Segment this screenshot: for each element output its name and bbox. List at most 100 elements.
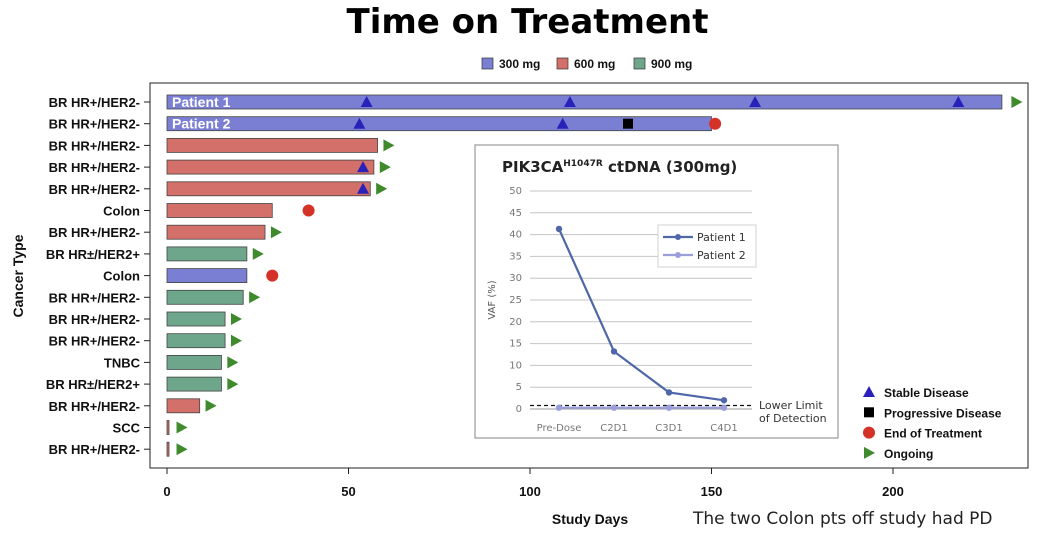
marker-ongoing xyxy=(205,399,217,412)
inset-legend-marker-0 xyxy=(675,234,681,240)
y-axis-label: Cancer Type xyxy=(10,234,26,317)
legend-swatch-0 xyxy=(481,57,494,70)
y-tick-label: BR HR+/HER2- xyxy=(49,138,140,153)
bar xyxy=(166,224,266,240)
series-point-1 xyxy=(610,404,618,411)
inset-y-tick-label: 50 xyxy=(509,186,522,197)
bar xyxy=(166,398,201,414)
series-line-0 xyxy=(557,228,725,402)
inset-y-tick-label: 5 xyxy=(516,382,522,393)
y-tick-label: BR HR±/HER2+ xyxy=(46,247,141,262)
inset-y-tick-label: 0 xyxy=(516,404,522,415)
marker-end xyxy=(266,269,279,282)
marker-ongoing xyxy=(1011,96,1023,108)
bar xyxy=(166,420,170,435)
series-point-1 xyxy=(555,404,563,411)
marker-end xyxy=(302,204,315,217)
chart-title: Time on Treatment xyxy=(346,2,709,42)
y-tick-label: BR HR+/HER2- xyxy=(49,95,140,110)
y-tick-label: BR HR+/HER2- xyxy=(49,182,140,197)
inset-y-tick-label: 10 xyxy=(509,360,522,371)
inset-x-tick-label: C3D1 xyxy=(655,423,682,434)
inset-x-tick-label: Pre-Dose xyxy=(537,423,582,434)
inset-y-tick-label: 35 xyxy=(509,251,522,262)
series-point-1 xyxy=(720,404,728,411)
marker-stable xyxy=(360,96,373,107)
marker-legend-label: Progressive Disease xyxy=(884,406,1002,420)
legend-swatch-1 xyxy=(556,57,569,70)
inset-frame xyxy=(474,144,839,439)
marker-stable xyxy=(357,182,370,194)
marker-legend-label: Stable Disease xyxy=(884,386,969,400)
bar xyxy=(166,333,226,349)
bar xyxy=(166,441,170,457)
bar xyxy=(166,268,248,284)
marker-ongoing xyxy=(376,182,388,195)
y-tick-label: BR HR+/HER2- xyxy=(49,117,140,132)
series-point-0 xyxy=(720,397,728,404)
inset-y-tick-label: 15 xyxy=(509,339,522,350)
marker-stable xyxy=(952,96,965,107)
inset-y-tick-label: 20 xyxy=(509,317,522,328)
y-tick-label: BR HR±/HER2+ xyxy=(46,377,141,392)
marker-ongoing xyxy=(383,139,395,152)
y-tick-label: SCC xyxy=(113,421,141,436)
series-point-0 xyxy=(555,225,563,233)
x-axis-label: Study Days xyxy=(552,511,628,527)
marker-ongoing xyxy=(176,443,188,456)
x-tick-label: 0 xyxy=(163,484,170,499)
bar xyxy=(166,354,222,370)
marker-stable xyxy=(556,117,569,129)
lower-limit-label-2: of Detection xyxy=(759,412,827,425)
inset-y-tick-label: 45 xyxy=(509,208,522,219)
x-tick-label: 200 xyxy=(882,484,904,499)
y-tick-label: Colon xyxy=(103,269,140,284)
marker-legend-progressive xyxy=(864,407,874,418)
inset-y-tick-label: 25 xyxy=(509,295,522,306)
legend-label-2: 900 mg xyxy=(651,57,692,71)
bar xyxy=(166,311,226,327)
marker-progressive xyxy=(623,118,634,129)
bar-label: Patient 2 xyxy=(172,116,231,132)
marker-ongoing xyxy=(252,247,264,260)
bar xyxy=(166,181,371,197)
marker-legend-ongoing xyxy=(864,446,875,459)
bar xyxy=(166,246,248,262)
marker-stable xyxy=(353,117,366,129)
marker-ongoing xyxy=(176,421,188,434)
marker-legend-end xyxy=(863,426,875,439)
y-tick-label: BR HR+/HER2- xyxy=(49,442,140,457)
marker-legend-label: End of Treatment xyxy=(884,427,982,441)
marker-stable xyxy=(563,96,576,107)
inset-y-tick-label: 40 xyxy=(509,230,522,241)
marker-ongoing xyxy=(379,161,391,174)
inset-legend-label-1: Patient 2 xyxy=(697,249,746,262)
inset-legend-label-0: Patient 1 xyxy=(697,231,746,244)
lower-limit-label-1: Lower Limit xyxy=(759,399,823,412)
inset-x-tick-label: C2D1 xyxy=(600,423,627,434)
bar xyxy=(166,94,1003,110)
bar-label: Patient 1 xyxy=(172,94,231,110)
y-tick-label: BR HR+/HER2- xyxy=(49,225,140,240)
marker-ongoing xyxy=(270,226,282,239)
bar xyxy=(166,159,375,175)
marker-legend-label: Ongoing xyxy=(884,447,933,461)
legend-swatch-2 xyxy=(633,57,646,70)
bar xyxy=(166,203,273,218)
series-point-1 xyxy=(665,404,673,411)
x-tick-label: 100 xyxy=(519,484,541,499)
legend-label-1: 600 mg xyxy=(574,57,615,71)
bar xyxy=(166,137,378,153)
marker-ongoing xyxy=(227,356,239,369)
x-tick-label: 50 xyxy=(341,484,355,499)
y-tick-label: Colon xyxy=(103,204,140,219)
marker-ongoing xyxy=(227,378,239,391)
y-tick-label: BR HR+/HER2- xyxy=(49,160,140,175)
x-tick-label: 150 xyxy=(701,484,723,499)
series-point-0 xyxy=(610,348,618,355)
y-tick-label: BR HR+/HER2- xyxy=(49,290,140,305)
y-tick-label: TNBC xyxy=(104,355,141,370)
inset-title: PIK3CAH1047R ctDNA (300mg) xyxy=(502,158,737,176)
inset-legend-marker-1 xyxy=(675,252,681,258)
